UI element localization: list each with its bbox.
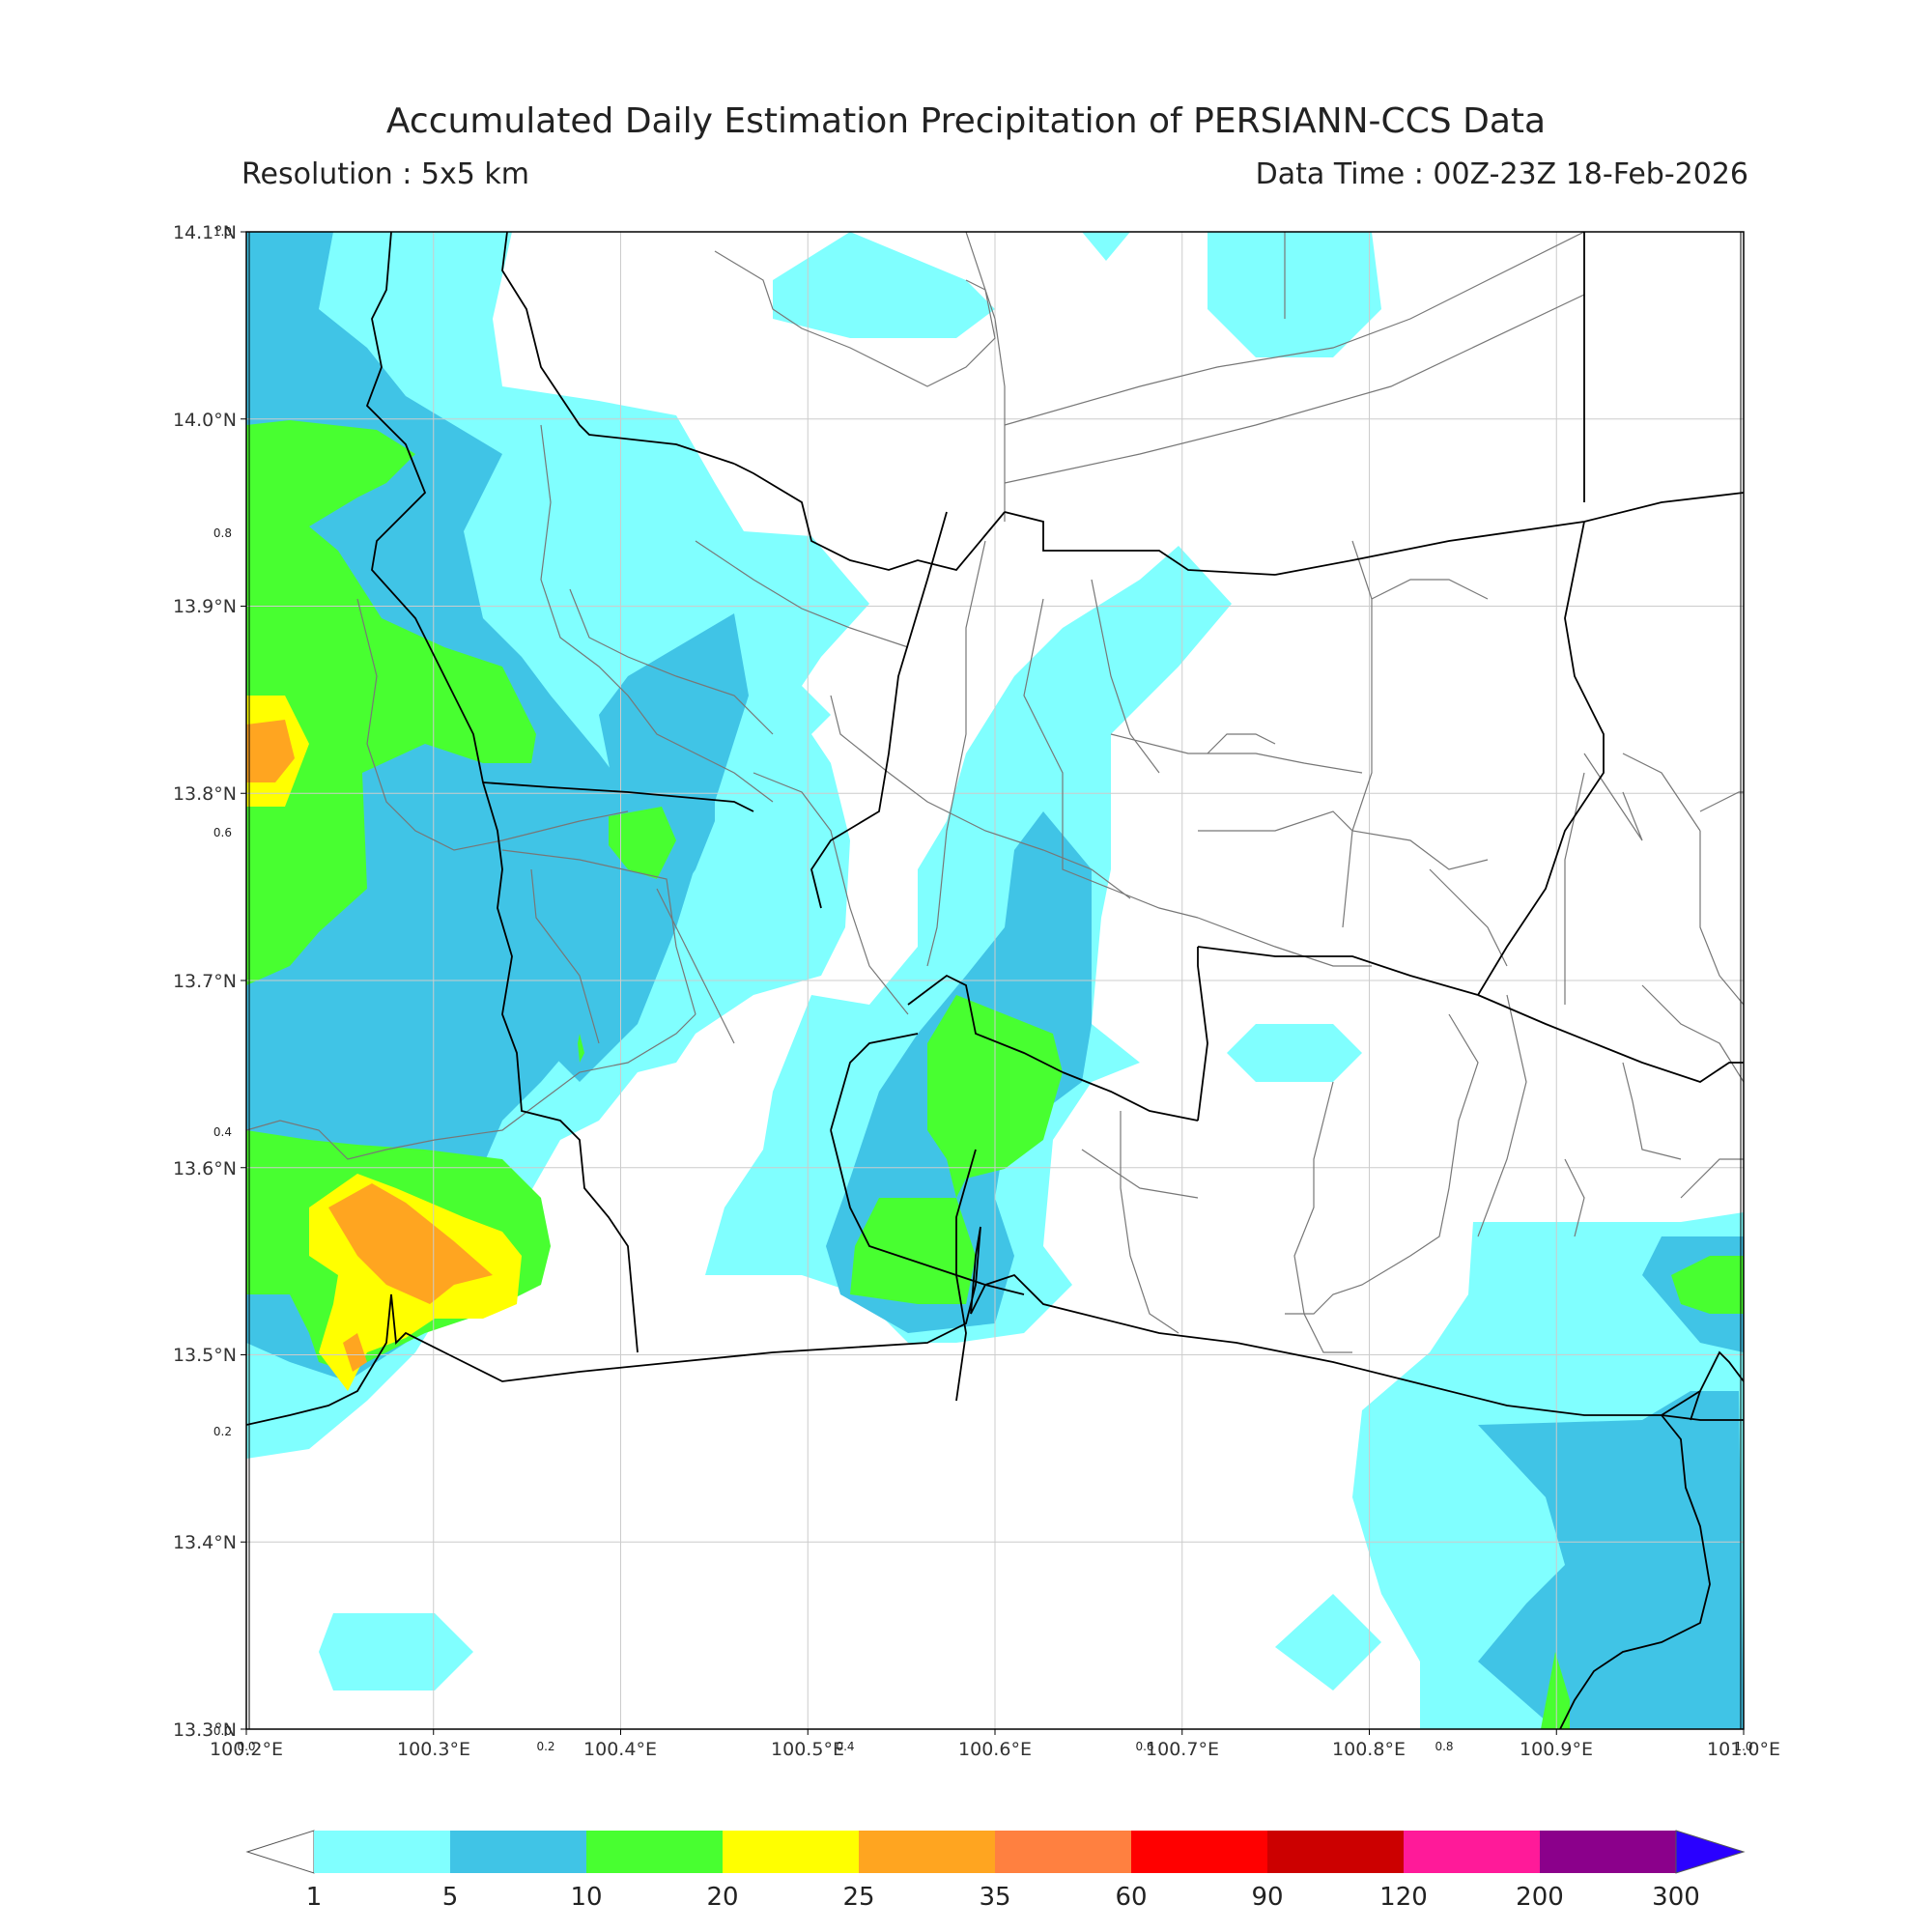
- colorbar-label: 1: [306, 1883, 323, 1912]
- colorbar-segment: [1540, 1831, 1677, 1873]
- lat-tick-label: 13.6°N: [173, 1158, 237, 1179]
- colorbar-segment: [859, 1831, 996, 1873]
- colorbar-segment: [995, 1831, 1132, 1873]
- lat-tick-label: 13.9°N: [173, 596, 237, 617]
- lat-tick-label: 13.7°N: [173, 971, 237, 992]
- inner-x-tick: 0.4: [836, 1740, 854, 1753]
- colorbar-label: 20: [706, 1883, 738, 1912]
- lon-tick-label: 100.9°E: [1520, 1739, 1593, 1760]
- lon-tick-labels: 100.2°E 100.3°E 100.4°E 100.5°E 100.6°E …: [210, 1739, 1780, 1760]
- lon-tick-label: 100.8°E: [1332, 1739, 1406, 1760]
- colorbar-segment: [314, 1831, 451, 1873]
- inner-y-tick: 0.6: [213, 826, 232, 839]
- lat-tick-label: 13.3°N: [173, 1719, 237, 1741]
- lat-tick-label: 13.5°N: [173, 1345, 237, 1366]
- inner-y-tick: 0.0: [213, 1724, 232, 1738]
- lon-tick-label: 101.0°E: [1707, 1739, 1780, 1760]
- colorbar-labels: 1 5 10 20 25 35 60 90 120 200 300: [306, 1883, 1700, 1912]
- coastline: [246, 1226, 1744, 1729]
- colorbar-segments: [314, 1831, 1677, 1873]
- colorbar-under-triangle: [245, 1830, 315, 1874]
- lat-tick-label: 13.4°N: [173, 1532, 237, 1553]
- colorbar-segment: [450, 1831, 587, 1873]
- lon-tick-label: 100.5°E: [771, 1739, 844, 1760]
- colorbar-segment: [723, 1831, 860, 1873]
- district-boundaries: [246, 232, 1744, 1353]
- inner-x-tick: 0.6: [1135, 1740, 1153, 1753]
- colorbar-over-triangle: [1675, 1830, 1746, 1874]
- colorbar-segment: [1404, 1831, 1541, 1873]
- precipitation-layer: [246, 232, 1744, 1729]
- data-time-label: Data Time : 00Z-23Z 18-Feb-2026: [1255, 157, 1748, 191]
- colorbar-label: 120: [1379, 1883, 1428, 1912]
- lat-tick-label: 14.0°N: [173, 410, 237, 431]
- inner-y-tick: 0.4: [213, 1125, 232, 1139]
- gridlines: [246, 232, 1744, 1729]
- inner-y-tick: 1.0: [213, 225, 232, 239]
- lon-tick-label: 100.2°E: [210, 1739, 283, 1760]
- precip-band-25-35: [246, 720, 493, 1372]
- colorbar-segment: [1267, 1831, 1405, 1873]
- inner-y-tick: 0.8: [213, 526, 232, 540]
- lat-tick-labels: 14.1°N 14.0°N 13.9°N 13.8°N 13.7°N 13.6°…: [173, 222, 237, 1741]
- colorbar-segment: [1131, 1831, 1268, 1873]
- lon-tick-label: 100.7°E: [1146, 1739, 1219, 1760]
- colorbar-label: 90: [1251, 1883, 1283, 1912]
- colorbar-label: 10: [570, 1883, 602, 1912]
- colorbar: 1 5 10 20 25 35 60 90 120 200 300: [245, 1830, 1746, 1912]
- inner-x-tick: 1.0: [1734, 1740, 1752, 1753]
- province-boundaries: [365, 232, 1744, 1402]
- inner-y-tick-labels: 1.0 0.8 0.6 0.4 0.2 0.0: [213, 225, 232, 1738]
- lon-tick-label: 100.4°E: [583, 1739, 657, 1760]
- colorbar-label: 200: [1516, 1883, 1564, 1912]
- inner-x-tick: 0.2: [536, 1740, 554, 1753]
- inner-y-tick: 0.2: [213, 1425, 232, 1438]
- lon-tick-label: 100.3°E: [397, 1739, 470, 1760]
- colorbar-label: 5: [442, 1883, 459, 1912]
- lon-tick-label: 100.6°E: [958, 1739, 1032, 1760]
- colorbar-label: 25: [842, 1883, 874, 1912]
- colorbar-label: 60: [1115, 1883, 1147, 1912]
- inner-x-tick-labels: 0.0 0.2 0.4 0.6 0.8 1.0: [237, 1740, 1752, 1753]
- colorbar-segment: [586, 1831, 724, 1873]
- map-title: Accumulated Daily Estimation Precipitati…: [385, 101, 1547, 141]
- resolution-label: Resolution : 5x5 km: [242, 157, 529, 191]
- lat-tick-label: 14.1°N: [173, 222, 237, 243]
- colorbar-label: 35: [979, 1883, 1010, 1912]
- inner-x-tick: 0.0: [237, 1740, 255, 1753]
- lat-tick-label: 13.8°N: [173, 783, 237, 805]
- axis-ticks: [241, 231, 1745, 1735]
- inner-x-tick: 0.8: [1435, 1740, 1453, 1753]
- colorbar-label: 300: [1652, 1883, 1700, 1912]
